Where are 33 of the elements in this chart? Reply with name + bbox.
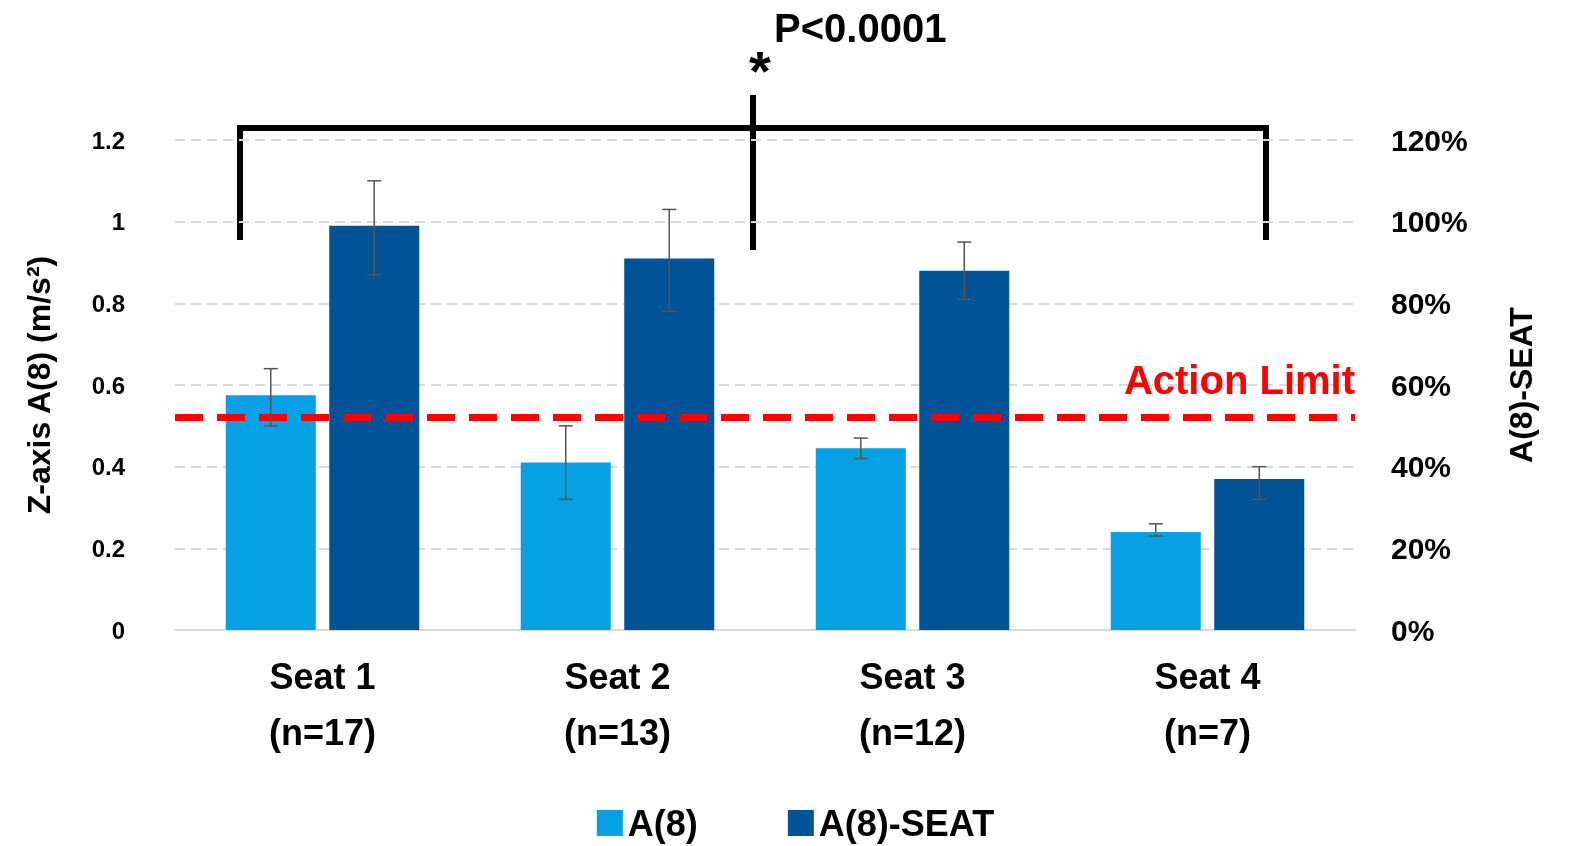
y-tick-label: 0.8 bbox=[91, 289, 125, 317]
y2-tick-label: 20% bbox=[1391, 531, 1452, 565]
x-tick-label: Seat 3 (n=12) bbox=[858, 655, 967, 753]
y2-tick-label: 60% bbox=[1391, 368, 1452, 402]
bar bbox=[1110, 532, 1201, 630]
y2-tick-label: 80% bbox=[1391, 286, 1452, 320]
y-tick-label: 1.2 bbox=[91, 126, 125, 154]
bar bbox=[225, 395, 316, 630]
x-tick-label: Seat 4 (n=7) bbox=[1154, 655, 1261, 753]
y-tick-label: 0.2 bbox=[91, 534, 125, 562]
legend-label: A(8) bbox=[627, 802, 698, 844]
x-tick-label: Seat 1 (n=17) bbox=[268, 655, 377, 753]
text: * bbox=[749, 38, 772, 102]
y2-tick-label: 120% bbox=[1391, 123, 1468, 157]
bar bbox=[815, 448, 906, 630]
y2-tick-label: 100% bbox=[1391, 205, 1468, 239]
ref-line-label: Action Limit bbox=[1123, 357, 1355, 402]
bar bbox=[919, 270, 1010, 630]
y-tick-label: 0 bbox=[111, 616, 125, 644]
bar bbox=[520, 462, 611, 630]
y2-tick-label: 40% bbox=[1391, 450, 1452, 484]
bar bbox=[624, 258, 715, 630]
bar bbox=[1214, 478, 1305, 630]
text: P<0.0001 bbox=[774, 6, 947, 50]
y2-axis-title: A(8)-SEAT bbox=[1503, 306, 1539, 463]
y2-tick-label: 0% bbox=[1391, 613, 1435, 647]
y-axis-title: Z-axis A(8) (m/s²) bbox=[21, 255, 57, 515]
legend-label: A(8)-SEAT bbox=[818, 802, 995, 844]
y-tick-label: 0.6 bbox=[91, 371, 125, 399]
x-tick-label: Seat 2 (n=13) bbox=[563, 655, 672, 753]
y-tick-label: 1 bbox=[111, 208, 125, 236]
y-tick-label: 0.4 bbox=[91, 453, 126, 481]
bar bbox=[329, 225, 420, 630]
